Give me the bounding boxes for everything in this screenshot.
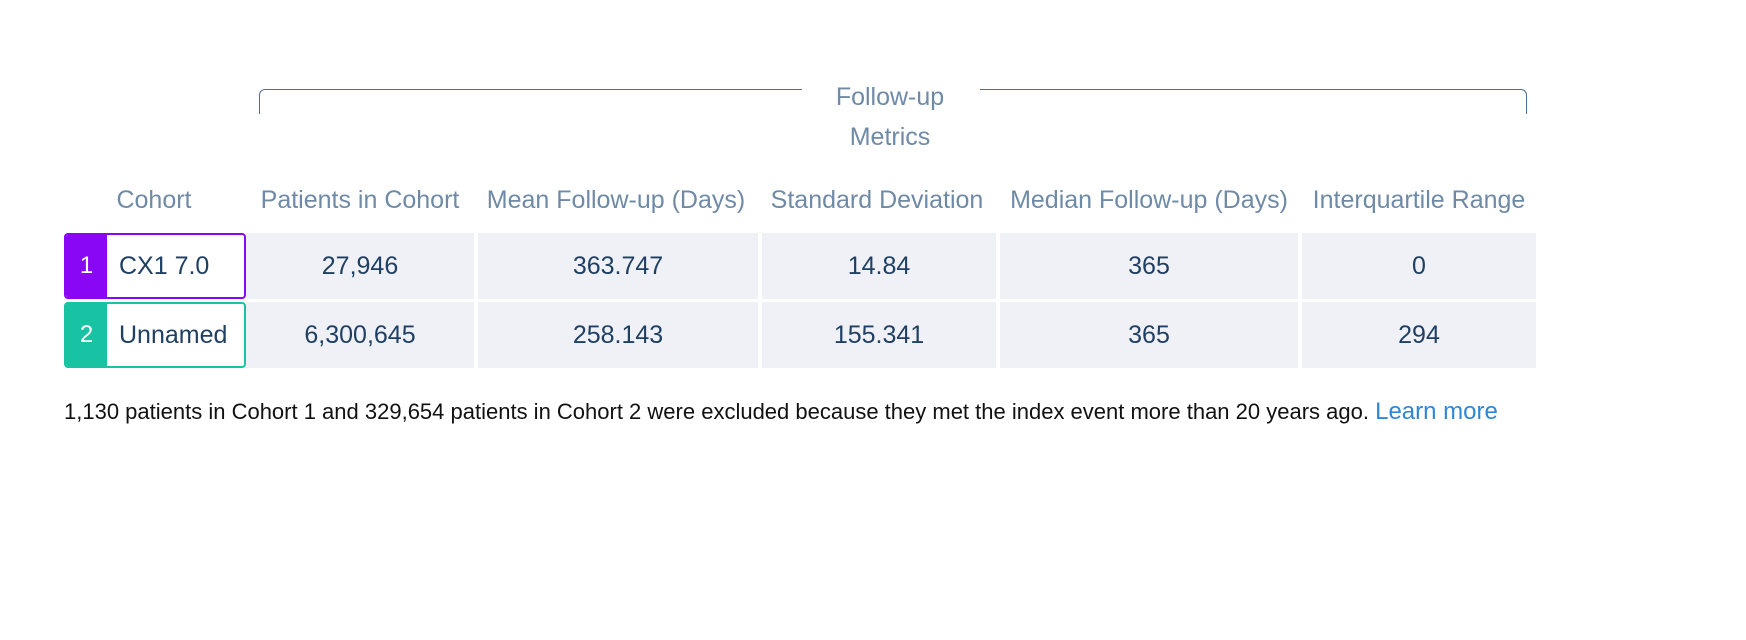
group-header-bracket <box>259 89 1527 117</box>
cohort-cell[interactable]: 1 CX1 7.0 <box>64 233 246 299</box>
cohort-number-badge: 1 <box>66 235 107 297</box>
patients-in-cohort-cell: 6,300,645 <box>246 302 474 368</box>
bracket-left-line <box>259 89 802 114</box>
group-header-line2: Metrics <box>849 123 931 151</box>
exclusion-footnote-text: 1,130 patients in Cohort 1 and 329,654 p… <box>64 399 1369 424</box>
cohort-number-badge: 2 <box>66 304 107 366</box>
table-row: 1 CX1 7.0 27,946 363.747 14.84 365 0 <box>64 233 1536 299</box>
column-header-standard-deviation: Standard Deviation <box>770 186 984 214</box>
cohort-cell[interactable]: 2 Unnamed <box>64 302 246 368</box>
group-header-line1: Follow-up <box>835 83 945 111</box>
median-follow-up-cell: 365 <box>1000 233 1298 299</box>
median-follow-up-cell: 365 <box>1000 302 1298 368</box>
column-header-median-follow-up: Median Follow-up (Days) <box>1010 186 1288 214</box>
group-header-label: Follow-up Metrics <box>805 77 975 157</box>
mean-follow-up-cell: 258.143 <box>478 302 758 368</box>
column-header-mean-follow-up: Mean Follow-up (Days) <box>486 186 746 214</box>
cohort-name: CX1 7.0 <box>119 252 210 280</box>
mean-follow-up-cell: 363.747 <box>478 233 758 299</box>
standard-deviation-cell: 155.341 <box>762 302 996 368</box>
patients-in-cohort-cell: 27,946 <box>246 233 474 299</box>
column-header-interquartile-range: Interquartile Range <box>1312 186 1526 214</box>
interquartile-range-cell: 294 <box>1302 302 1536 368</box>
standard-deviation-cell: 14.84 <box>762 233 996 299</box>
column-header-patients: Patients in Cohort <box>260 186 460 214</box>
exclusion-footnote: 1,130 patients in Cohort 1 and 329,654 p… <box>64 396 1498 428</box>
interquartile-range-cell: 0 <box>1302 233 1536 299</box>
column-header-cohort: Cohort <box>116 186 192 214</box>
bracket-right-line <box>980 89 1527 114</box>
learn-more-link[interactable]: Learn more <box>1375 398 1498 425</box>
table-row: 2 Unnamed 6,300,645 258.143 155.341 365 … <box>64 302 1536 368</box>
cohort-name: Unnamed <box>119 321 228 349</box>
